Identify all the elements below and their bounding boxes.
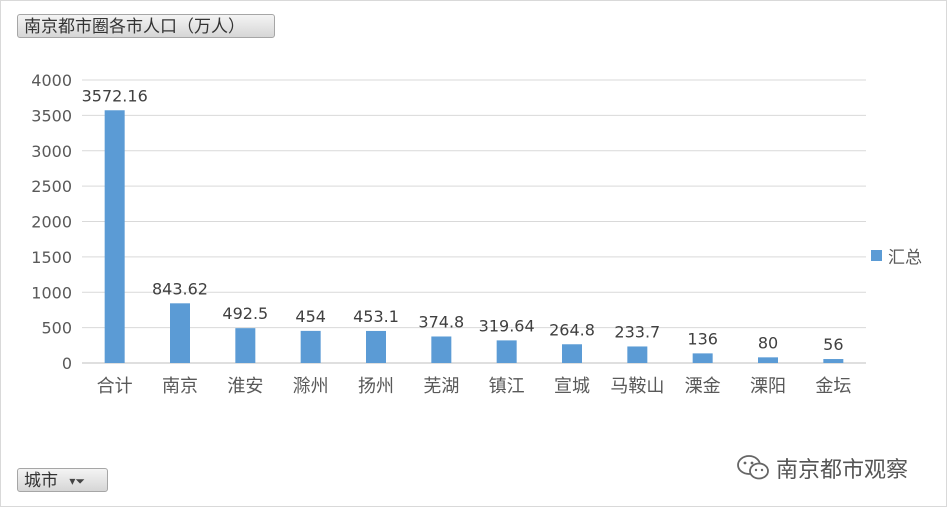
bar [104, 110, 125, 363]
data-label: 453.1 [353, 307, 399, 326]
bar [627, 346, 648, 363]
data-label: 454 [295, 307, 326, 326]
data-label: 264.8 [549, 320, 595, 339]
data-label: 492.5 [222, 304, 268, 323]
legend-label: 汇总 [888, 248, 922, 268]
x-tick-label: 马鞍山 [610, 376, 664, 397]
title-field-button[interactable]: 南京都市圈各市人口（万人） [17, 14, 275, 38]
x-tick-label: 芜湖 [423, 376, 459, 397]
y-tick-label: 500 [41, 319, 72, 338]
city-filter-label: 城市 [24, 471, 58, 491]
data-label: 56 [823, 335, 843, 354]
bar [235, 328, 256, 363]
x-tick-label: 溧阳 [750, 376, 786, 397]
y-tick-label: 2000 [31, 213, 72, 232]
watermark-text: 南京都市观察 [776, 458, 909, 483]
bar [300, 330, 321, 363]
x-tick-label: 南京 [162, 376, 198, 397]
bar [366, 330, 386, 363]
y-tick-label: 4000 [31, 71, 72, 90]
bar [758, 357, 778, 363]
x-tick-label: 合计 [97, 376, 133, 397]
data-label: 3572.16 [82, 86, 148, 105]
y-tick-label: 0 [62, 354, 72, 373]
y-tick-label: 3500 [31, 106, 72, 125]
bar [431, 336, 452, 363]
bar [692, 353, 713, 363]
legend-swatch [871, 250, 882, 261]
city-filter-button[interactable]: 城市 ▾⏷ [17, 468, 108, 492]
filter-icon[interactable]: ▾⏷ [69, 474, 86, 488]
data-label: 843.62 [152, 279, 208, 298]
watermark: 南京都市观察 [736, 452, 908, 484]
x-tick-label: 金坛 [815, 376, 851, 397]
x-tick-label: 溧金 [685, 376, 721, 397]
x-tick-label: 淮安 [227, 376, 263, 397]
data-label: 233.7 [614, 322, 660, 341]
chart-title: 南京都市圈各市人口（万人） [24, 17, 245, 37]
bar [170, 303, 190, 363]
y-tick-label: 1500 [31, 248, 72, 267]
data-label: 136 [687, 329, 718, 348]
x-tick-label: 镇江 [489, 376, 525, 397]
wechat-icon [737, 455, 769, 480]
data-label: 374.8 [418, 312, 464, 331]
y-tick-label: 3000 [31, 142, 72, 161]
y-tick-label: 2500 [31, 177, 72, 196]
data-label: 80 [758, 333, 778, 352]
y-tick-label: 1000 [31, 283, 72, 302]
x-tick-label: 扬州 [358, 376, 394, 397]
bar [562, 344, 582, 363]
x-tick-label: 滁州 [293, 376, 329, 397]
x-tick-label: 宣城 [554, 376, 590, 397]
data-label: 319.64 [479, 316, 535, 335]
bar [823, 359, 844, 363]
bar [496, 340, 517, 363]
legend: 汇总 [871, 243, 922, 268]
